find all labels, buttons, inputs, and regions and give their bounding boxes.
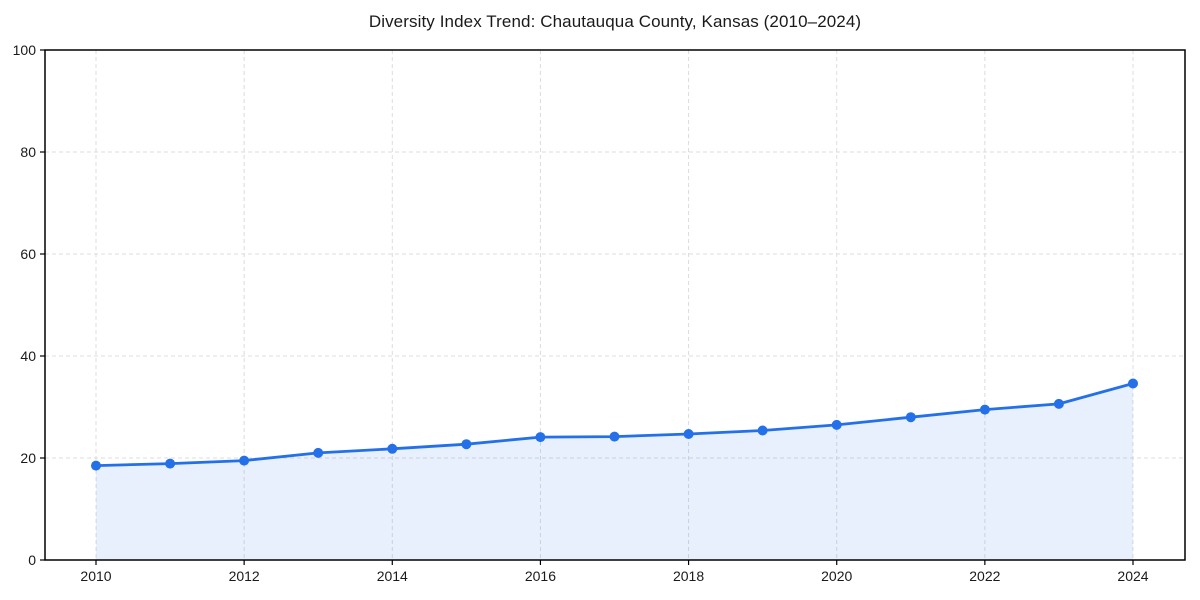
y-axis-label: 100 [13, 42, 37, 58]
y-axis-label: 60 [20, 246, 36, 262]
data-point-2018 [683, 429, 694, 439]
y-axis-label: 40 [20, 348, 36, 364]
x-axis-label: 2014 [377, 568, 408, 584]
data-point-2017 [609, 431, 620, 442]
data-point-2015 [461, 439, 472, 450]
x-axis-label: 2010 [80, 568, 111, 584]
data-point-2014 [387, 443, 398, 454]
data-point-2012 [239, 455, 250, 466]
data-point-2022 [979, 404, 990, 415]
area-fill [96, 383, 1133, 560]
data-point-2023 [1053, 398, 1064, 409]
data-point-2010 [91, 460, 101, 471]
x-axis-label: 2020 [821, 568, 852, 584]
x-axis-label: 2012 [229, 568, 260, 584]
y-axis-label: 80 [20, 144, 36, 160]
data-point-2020 [831, 419, 842, 430]
y-axis-label: 0 [28, 552, 36, 568]
x-axis-label: 2022 [969, 568, 1000, 584]
y-axis-label: 20 [20, 450, 36, 466]
data-point-2011 [165, 458, 176, 469]
x-axis-label: 2016 [525, 568, 556, 584]
data-point-2021 [905, 412, 916, 423]
x-axis-label: 2018 [673, 568, 704, 584]
data-point-2013 [313, 447, 324, 458]
data-point-2016 [535, 432, 546, 443]
chart-title: Diversity Index Trend: Chautauqua County… [368, 12, 862, 31]
data-point-2019 [757, 425, 768, 436]
x-axis-label: 2024 [1117, 568, 1148, 584]
data-point-2024 [1128, 378, 1138, 389]
plot-border [44, 49, 1186, 561]
